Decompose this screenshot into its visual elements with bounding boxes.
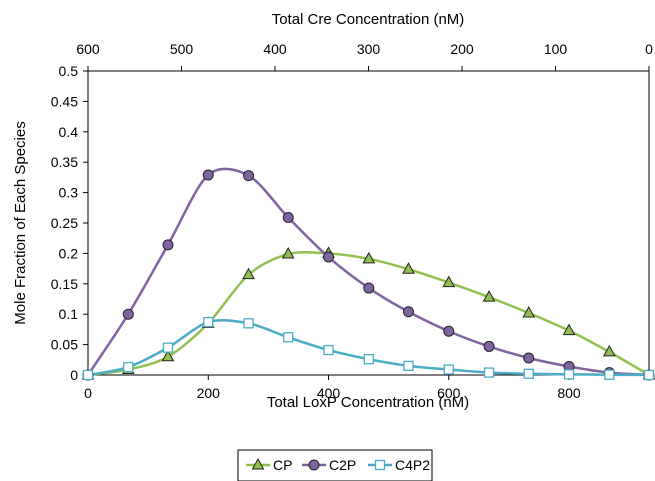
x-tick-label: 600 [437, 385, 461, 401]
point-c2p [443, 325, 455, 337]
point-cp [602, 344, 616, 357]
point-cp [281, 246, 295, 259]
legend: CP C2P C4P2 [237, 449, 433, 481]
point-c4p2 [604, 369, 615, 380]
point-c4p2 [483, 367, 495, 378]
point-c2p [282, 212, 294, 224]
point-c4p2 [443, 364, 454, 375]
point-c4p2 [203, 316, 214, 328]
series-line-c2p [86, 167, 650, 377]
top-tick-label: 0 [645, 41, 653, 57]
y-tick-label: 0.45 [51, 93, 78, 109]
top-tick-label: 100 [544, 41, 568, 57]
point-c2p [243, 170, 255, 182]
point-c2p [162, 239, 174, 251]
y-tick-label: 0.05 [51, 337, 78, 353]
y-tick-label: 0.2 [59, 245, 79, 261]
point-c4p2 [363, 354, 374, 365]
legend-marker-c4p2 [374, 459, 386, 471]
point-c2p [363, 282, 375, 294]
x-axis-title: Total LoxP Concentration (nM) [267, 394, 469, 411]
point-cp [522, 305, 536, 318]
point-c4p2 [123, 361, 134, 373]
x-tick-label: 400 [317, 385, 341, 401]
point-c4p2 [283, 332, 294, 343]
legend-marker-cp [251, 457, 265, 470]
point-cp [482, 290, 496, 302]
legend-label-c4p2: C4P2 [395, 457, 430, 473]
legend-label-c2p: C2P [329, 457, 356, 473]
point-c4p2 [82, 369, 94, 381]
y-tick-label: 0.25 [51, 215, 78, 231]
point-c4p2 [643, 369, 655, 381]
point-c2p [122, 308, 134, 320]
point-c2p [202, 169, 214, 181]
legend-label-cp: CP [273, 457, 292, 473]
point-c2p [483, 340, 495, 352]
x-tick-label: 800 [557, 385, 581, 401]
point-c4p2 [243, 318, 254, 329]
y-tick-label: 0.4 [59, 124, 79, 140]
point-c4p2 [403, 360, 414, 372]
top-tick-label: 200 [450, 41, 474, 57]
legend-box [237, 449, 433, 481]
top-tick-label: 500 [170, 41, 194, 57]
x-tick-label: 0 [84, 385, 92, 401]
point-c4p2 [523, 368, 534, 379]
legend-items: CP C2P C4P2 [246, 457, 430, 473]
legend-marker-c2p [308, 459, 320, 471]
ticks-layer: 0 0.05 0.1 0.15 0.2 0.25 0.3 0.35 0.4 0.45 0.5 0 200… [51, 41, 653, 401]
point-cp [402, 262, 415, 274]
point-c4p2 [162, 342, 174, 353]
point-cp [242, 267, 255, 280]
y-tick-label: 0.1 [59, 306, 79, 322]
y-tick-label: 0.15 [51, 276, 78, 292]
y-axis-title: Mole Fraction of Each Species [12, 121, 29, 324]
point-c4p2 [323, 344, 334, 356]
point-c2p [523, 352, 535, 364]
point-cp [562, 323, 576, 336]
x-tick-label: 200 [197, 385, 221, 401]
point-cp [362, 251, 376, 264]
top-tick-label: 600 [76, 41, 100, 57]
y-tick-label: 0.35 [51, 154, 78, 170]
top-axis-title: Total Cre Concentration (nM) [272, 11, 465, 28]
point-c4p2 [563, 369, 575, 380]
top-tick-label: 400 [263, 41, 287, 57]
y-tick-label: 0.3 [59, 185, 79, 201]
point-c2p [323, 251, 335, 263]
y-tick-label: 0.5 [59, 63, 79, 79]
series-layer [81, 167, 655, 381]
y-tick-label: 0 [70, 367, 78, 383]
point-cp [161, 349, 175, 362]
top-tick-label: 300 [357, 41, 381, 57]
point-cp [442, 275, 456, 288]
point-c2p [402, 306, 414, 318]
